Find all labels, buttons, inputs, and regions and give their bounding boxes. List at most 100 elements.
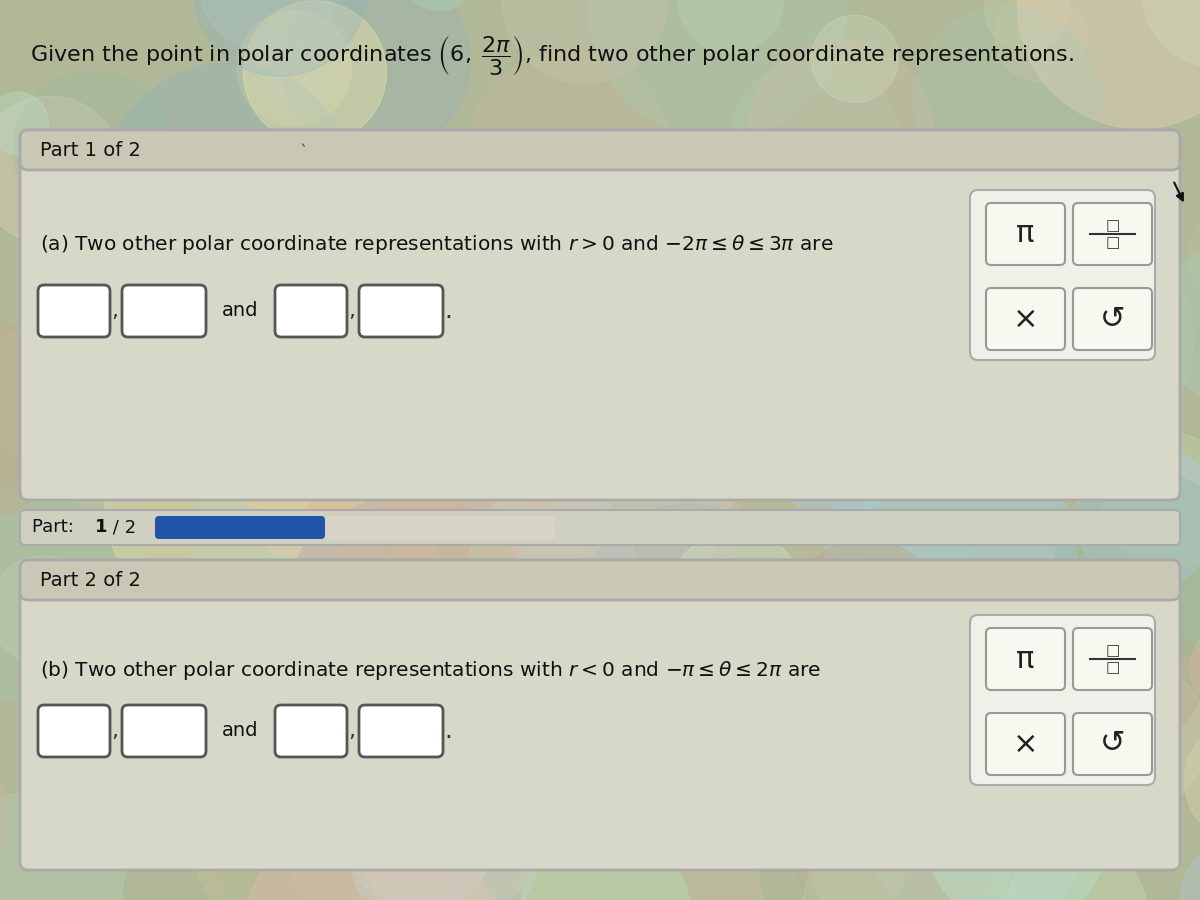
Circle shape bbox=[252, 9, 353, 110]
FancyBboxPatch shape bbox=[38, 285, 110, 337]
Text: □: □ bbox=[1105, 236, 1120, 250]
Circle shape bbox=[706, 562, 949, 805]
Circle shape bbox=[281, 0, 470, 156]
Circle shape bbox=[595, 384, 703, 492]
FancyBboxPatch shape bbox=[986, 288, 1066, 350]
FancyBboxPatch shape bbox=[359, 285, 443, 337]
Text: .: . bbox=[444, 719, 452, 743]
Circle shape bbox=[678, 0, 784, 53]
Text: `: ` bbox=[300, 144, 308, 162]
Circle shape bbox=[299, 333, 556, 590]
FancyBboxPatch shape bbox=[20, 130, 1180, 500]
FancyBboxPatch shape bbox=[986, 713, 1066, 775]
Circle shape bbox=[469, 481, 635, 646]
Text: ,: , bbox=[348, 301, 355, 321]
FancyBboxPatch shape bbox=[325, 516, 554, 539]
Circle shape bbox=[391, 734, 528, 870]
Circle shape bbox=[223, 176, 425, 379]
Circle shape bbox=[0, 330, 88, 455]
Circle shape bbox=[238, 221, 310, 293]
Circle shape bbox=[744, 177, 983, 416]
FancyBboxPatch shape bbox=[970, 190, 1154, 360]
Circle shape bbox=[356, 432, 472, 547]
Text: Part 2 of 2: Part 2 of 2 bbox=[40, 571, 140, 590]
Circle shape bbox=[190, 448, 384, 642]
Circle shape bbox=[656, 254, 800, 399]
Circle shape bbox=[730, 58, 900, 227]
Text: ×: × bbox=[1013, 304, 1038, 334]
Text: π: π bbox=[1016, 220, 1034, 248]
Circle shape bbox=[1144, 0, 1200, 68]
Circle shape bbox=[61, 135, 284, 357]
Circle shape bbox=[0, 317, 72, 521]
Text: (a) Two other polar coordinate representations with $r>0$ and $-2\pi\leq\theta\l: (a) Two other polar coordinate represent… bbox=[40, 233, 833, 256]
Circle shape bbox=[382, 394, 596, 609]
FancyBboxPatch shape bbox=[970, 615, 1154, 785]
Circle shape bbox=[190, 708, 432, 900]
Circle shape bbox=[115, 625, 361, 870]
Circle shape bbox=[193, 0, 367, 76]
Circle shape bbox=[504, 399, 738, 633]
Circle shape bbox=[376, 715, 506, 846]
Circle shape bbox=[811, 15, 899, 103]
Circle shape bbox=[0, 790, 124, 900]
Circle shape bbox=[139, 588, 250, 697]
Circle shape bbox=[959, 223, 1193, 457]
Circle shape bbox=[0, 92, 48, 154]
Circle shape bbox=[244, 432, 374, 562]
Circle shape bbox=[792, 728, 1019, 900]
Circle shape bbox=[289, 765, 462, 900]
Text: / 2: / 2 bbox=[107, 518, 136, 536]
Circle shape bbox=[218, 589, 293, 662]
Text: π: π bbox=[1016, 644, 1034, 673]
Circle shape bbox=[790, 539, 942, 691]
Text: Given the point in polar coordinates $\left(6,\;\dfrac{2\pi}{3}\right)$, find tw: Given the point in polar coordinates $\l… bbox=[30, 33, 1074, 76]
Text: and: and bbox=[222, 302, 258, 320]
Circle shape bbox=[565, 354, 689, 477]
Circle shape bbox=[106, 63, 353, 310]
Circle shape bbox=[484, 711, 624, 850]
Circle shape bbox=[1055, 472, 1200, 662]
Circle shape bbox=[44, 379, 179, 512]
Circle shape bbox=[244, 1, 386, 144]
Circle shape bbox=[502, 0, 668, 84]
Circle shape bbox=[578, 504, 799, 724]
Circle shape bbox=[631, 158, 876, 404]
FancyBboxPatch shape bbox=[38, 705, 110, 757]
Circle shape bbox=[516, 784, 762, 900]
Circle shape bbox=[1100, 433, 1200, 570]
FancyBboxPatch shape bbox=[986, 203, 1066, 265]
Circle shape bbox=[811, 824, 905, 900]
Text: ,: , bbox=[348, 721, 355, 741]
Circle shape bbox=[1184, 717, 1200, 844]
FancyBboxPatch shape bbox=[1073, 628, 1152, 690]
Circle shape bbox=[826, 431, 1078, 683]
Circle shape bbox=[670, 530, 804, 665]
Circle shape bbox=[64, 215, 235, 387]
Circle shape bbox=[13, 71, 173, 230]
Circle shape bbox=[864, 709, 1090, 900]
Circle shape bbox=[768, 378, 907, 518]
Circle shape bbox=[113, 137, 257, 281]
Circle shape bbox=[241, 812, 498, 900]
Circle shape bbox=[0, 774, 11, 856]
Circle shape bbox=[506, 129, 757, 380]
Circle shape bbox=[376, 842, 466, 900]
Text: □: □ bbox=[1105, 661, 1120, 676]
Text: Part 1 of 2: Part 1 of 2 bbox=[40, 140, 140, 159]
Circle shape bbox=[436, 194, 629, 387]
FancyBboxPatch shape bbox=[20, 130, 1180, 170]
Circle shape bbox=[467, 51, 671, 255]
Text: ↺: ↺ bbox=[1099, 730, 1126, 759]
FancyBboxPatch shape bbox=[20, 560, 1180, 870]
Circle shape bbox=[323, 162, 419, 258]
Circle shape bbox=[342, 720, 545, 900]
Circle shape bbox=[0, 555, 97, 664]
Text: (b) Two other polar coordinate representations with $r<0$ and $-\pi\leq\theta\le: (b) Two other polar coordinate represent… bbox=[40, 659, 821, 681]
Text: .: . bbox=[444, 299, 452, 323]
Circle shape bbox=[0, 96, 124, 244]
Circle shape bbox=[995, 0, 1086, 82]
Circle shape bbox=[438, 464, 631, 656]
Text: 1: 1 bbox=[95, 518, 108, 536]
Circle shape bbox=[926, 746, 1108, 900]
